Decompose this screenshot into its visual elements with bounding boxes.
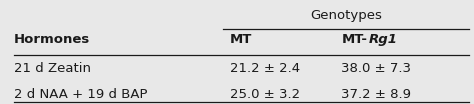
Text: 21.2 ± 2.4: 21.2 ± 2.4: [230, 62, 300, 75]
Text: Rg1: Rg1: [369, 33, 398, 46]
Text: MT-: MT-: [341, 33, 367, 46]
Text: 21 d Zeatin: 21 d Zeatin: [14, 62, 91, 75]
Text: 2 d NAA + 19 d BAP: 2 d NAA + 19 d BAP: [14, 88, 148, 101]
Text: 25.0 ± 3.2: 25.0 ± 3.2: [230, 88, 300, 101]
Text: 37.2 ± 8.9: 37.2 ± 8.9: [341, 88, 411, 101]
Text: Hormones: Hormones: [14, 33, 91, 46]
Text: 38.0 ± 7.3: 38.0 ± 7.3: [341, 62, 411, 75]
Text: Genotypes: Genotypes: [310, 9, 382, 22]
Text: MT: MT: [230, 33, 252, 46]
